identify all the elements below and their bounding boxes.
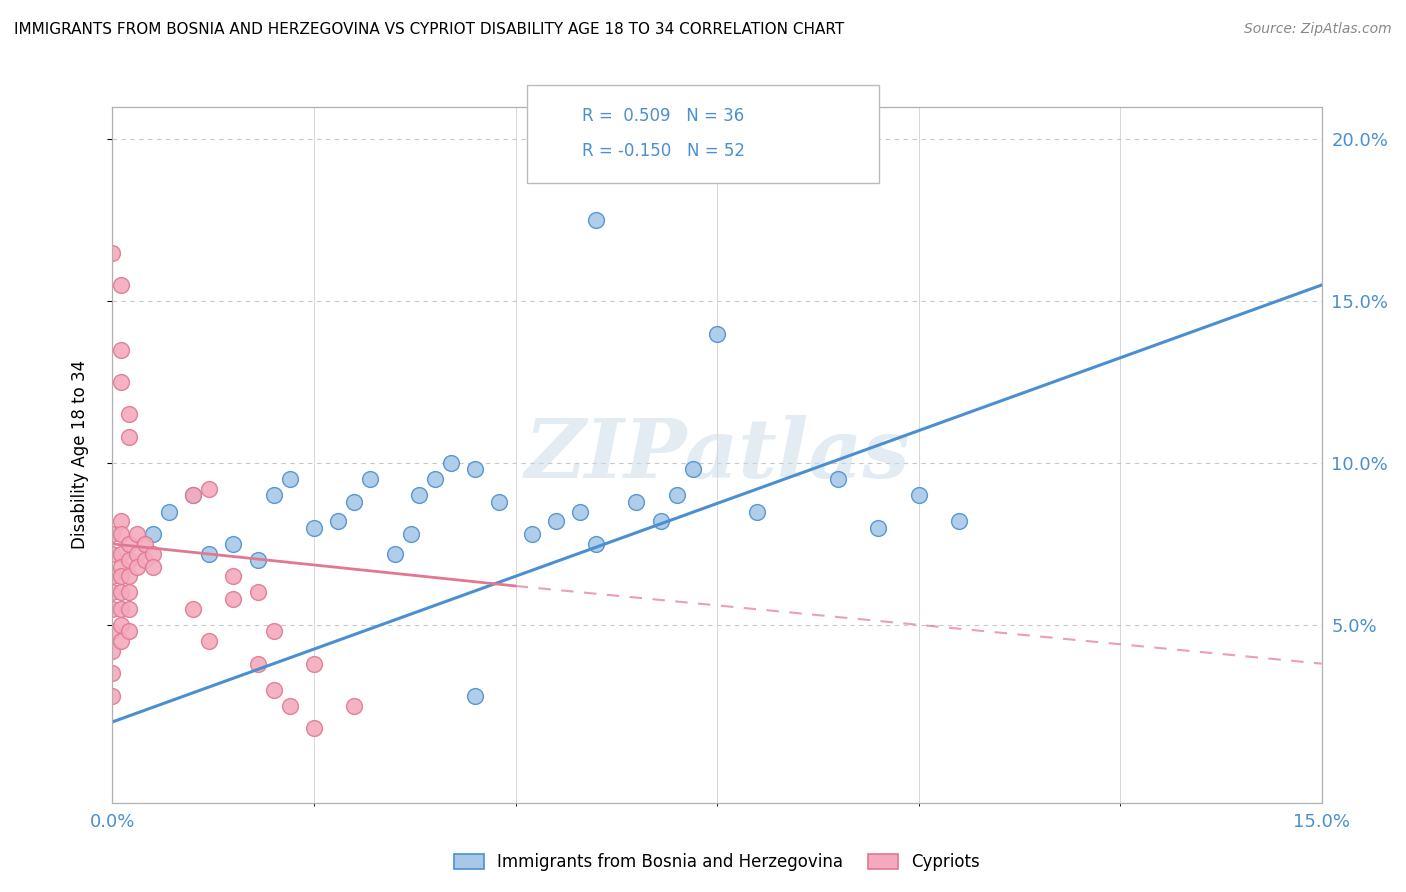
Point	[101, 601, 124, 615]
Point	[665, 488, 688, 502]
Point	[198, 482, 221, 496]
Point	[117, 624, 139, 639]
Point	[585, 213, 607, 227]
Point	[110, 585, 132, 599]
Point	[110, 514, 132, 528]
Point	[246, 585, 269, 599]
Point	[101, 547, 124, 561]
Point	[101, 643, 124, 657]
Point	[278, 698, 301, 713]
Point	[222, 537, 245, 551]
Point	[464, 462, 486, 476]
Point	[343, 495, 366, 509]
Point	[423, 472, 446, 486]
Y-axis label: Disability Age 18 to 34: Disability Age 18 to 34	[70, 360, 89, 549]
Point	[198, 634, 221, 648]
Point	[117, 537, 139, 551]
Point	[682, 462, 704, 476]
Point	[101, 245, 124, 260]
Point	[110, 634, 132, 648]
Point	[328, 514, 350, 528]
Text: IMMIGRANTS FROM BOSNIA AND HERZEGOVINA VS CYPRIOT DISABILITY AGE 18 TO 34 CORREL: IMMIGRANTS FROM BOSNIA AND HERZEGOVINA V…	[14, 22, 845, 37]
Point	[101, 527, 124, 541]
Point	[101, 666, 124, 681]
Point	[125, 547, 148, 561]
Point	[868, 521, 890, 535]
Point	[117, 569, 139, 583]
Text: Source: ZipAtlas.com: Source: ZipAtlas.com	[1244, 22, 1392, 37]
Point	[181, 601, 204, 615]
Point	[142, 527, 165, 541]
Point	[157, 504, 180, 518]
Point	[101, 569, 124, 583]
Point	[110, 547, 132, 561]
Point	[101, 585, 124, 599]
Point	[198, 547, 221, 561]
Point	[569, 504, 592, 518]
Point	[263, 488, 285, 502]
Point	[544, 148, 567, 162]
Point	[222, 569, 245, 583]
Point	[181, 488, 204, 502]
Point	[278, 472, 301, 486]
Point	[520, 527, 543, 541]
Point	[222, 591, 245, 606]
Point	[827, 472, 849, 486]
Point	[110, 569, 132, 583]
Point	[408, 488, 430, 502]
Point	[440, 456, 463, 470]
Point	[384, 547, 406, 561]
Point	[907, 488, 929, 502]
Point	[626, 495, 648, 509]
Point	[544, 514, 567, 528]
Point	[747, 504, 769, 518]
Text: ZIPatlas: ZIPatlas	[524, 415, 910, 495]
Legend: Immigrants from Bosnia and Herzegovina, Cypriots: Immigrants from Bosnia and Herzegovina, …	[447, 847, 987, 878]
Point	[263, 624, 285, 639]
Point	[263, 682, 285, 697]
Point	[110, 559, 132, 574]
Point	[110, 343, 132, 357]
Point	[343, 698, 366, 713]
Point	[359, 472, 381, 486]
Point	[650, 514, 672, 528]
Point	[246, 657, 269, 671]
Point	[399, 527, 422, 541]
Point	[110, 527, 132, 541]
Point	[117, 585, 139, 599]
Point	[125, 559, 148, 574]
Point	[488, 495, 510, 509]
Text: R =  0.509   N = 36: R = 0.509 N = 36	[582, 107, 744, 125]
Point	[142, 547, 165, 561]
Point	[134, 553, 156, 567]
Point	[134, 537, 156, 551]
Point	[117, 553, 139, 567]
Point	[948, 514, 970, 528]
Point	[117, 430, 139, 444]
Text: R = -0.150   N = 52: R = -0.150 N = 52	[582, 142, 745, 160]
Point	[117, 408, 139, 422]
Point	[117, 601, 139, 615]
Point	[110, 278, 132, 293]
Point	[302, 657, 325, 671]
Point	[246, 553, 269, 567]
Point	[706, 326, 728, 341]
Point	[585, 537, 607, 551]
Point	[101, 689, 124, 703]
Point	[110, 375, 132, 389]
Point	[181, 488, 204, 502]
Point	[110, 601, 132, 615]
Point	[125, 527, 148, 541]
Point	[101, 624, 124, 639]
Point	[464, 689, 486, 703]
Point	[142, 559, 165, 574]
Point	[110, 617, 132, 632]
Point	[302, 521, 325, 535]
Point	[302, 722, 325, 736]
